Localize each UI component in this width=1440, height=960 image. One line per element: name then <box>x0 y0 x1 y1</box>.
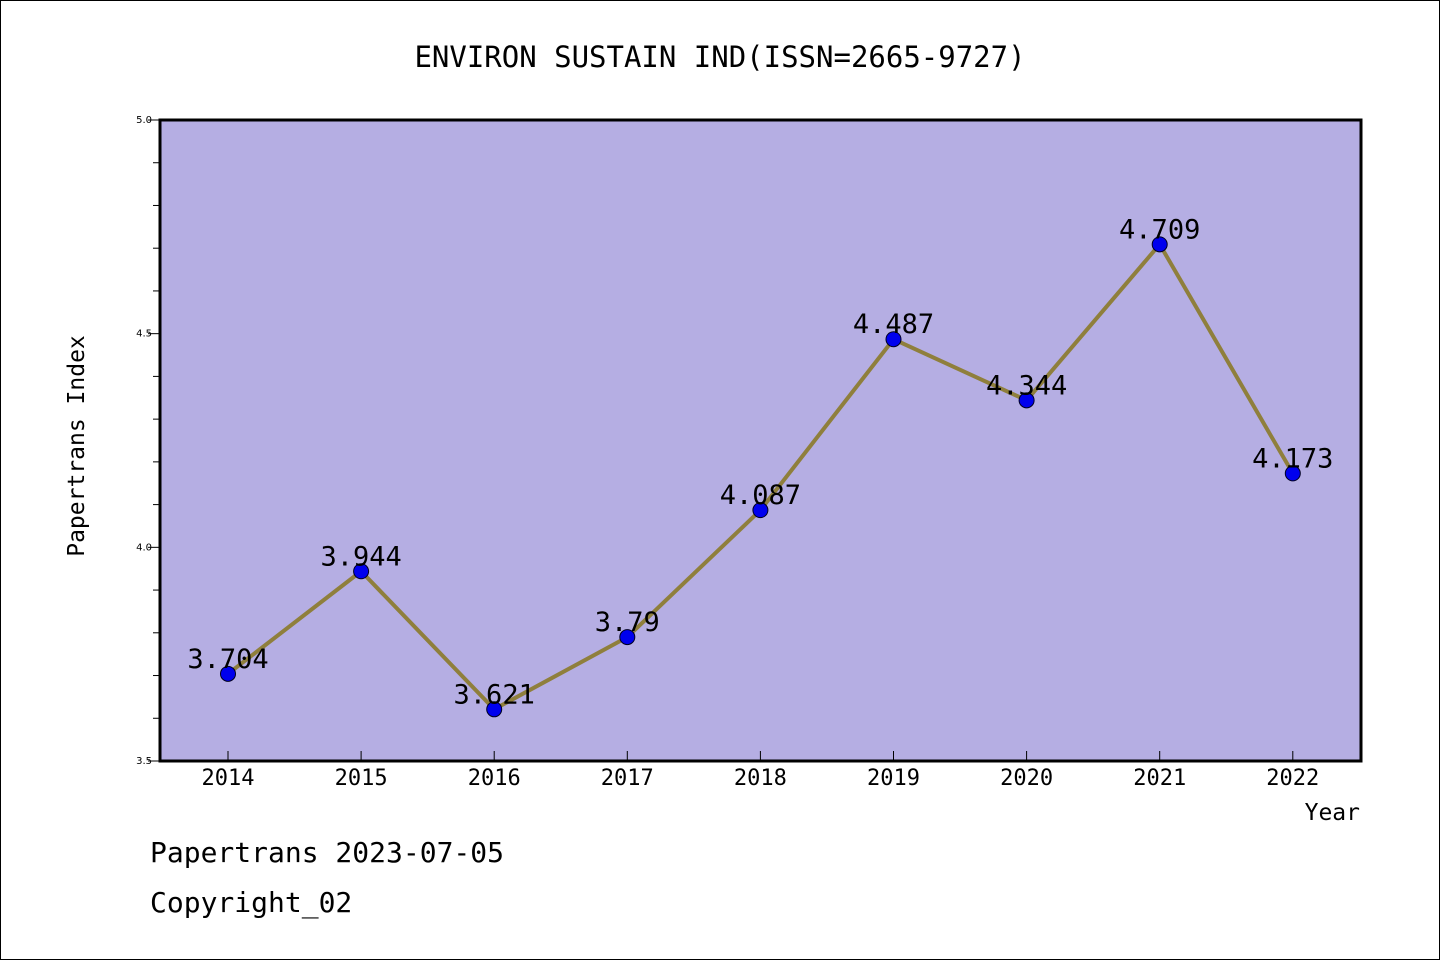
series-line-segment <box>226 569 364 676</box>
data-point <box>1018 392 1035 409</box>
axis-ticks: 3.5 4.0 4.5 5.0 2014 2015 2016 2017 2018 2019 2020… <box>136 115 1319 791</box>
data-point <box>1151 236 1168 253</box>
data-point <box>220 665 236 682</box>
series-line-segment <box>359 569 497 712</box>
data-label: 4.709 <box>1119 214 1200 245</box>
footer-copyright: Copyright_02 <box>150 886 353 919</box>
chart-title: ENVIRON SUSTAIN IND(ISSN=2665-9727) <box>414 40 1025 74</box>
x-tick-label: 2018 <box>734 766 787 791</box>
series-line-segment <box>1024 242 1162 403</box>
series-line-segment <box>758 337 896 513</box>
data-point <box>1284 465 1301 482</box>
data-label: 3.621 <box>454 679 535 710</box>
y-tick-label: 4.0 <box>136 542 152 553</box>
data-label: 3.79 <box>595 607 660 638</box>
data-label: 3.944 <box>320 541 401 572</box>
x-tick-label: 2022 <box>1266 766 1319 791</box>
series-line-segment <box>625 508 763 640</box>
series-line-layer <box>226 242 1295 712</box>
data-point <box>486 701 503 718</box>
x-tick-label: 2015 <box>335 766 388 791</box>
y-tick-label: 5.0 <box>136 115 152 126</box>
x-tick-label: 2019 <box>867 766 920 791</box>
data-label: 4.087 <box>720 480 801 511</box>
series-line-segment <box>891 337 1029 403</box>
data-point <box>752 502 769 519</box>
footer-date: Papertrans 2023-07-05 <box>150 836 505 869</box>
data-label: 4.487 <box>853 309 934 340</box>
x-tick-label: 2014 <box>202 766 255 791</box>
data-label: 4.344 <box>986 370 1067 401</box>
x-tick-label: 2020 <box>1000 766 1053 791</box>
data-point <box>353 563 370 580</box>
x-axis-title: Year <box>1305 800 1360 826</box>
series-line-segment <box>492 635 630 712</box>
plot-border <box>158 118 1363 763</box>
y-axis-title: Papertrans Index <box>64 335 90 557</box>
x-tick-label: 2016 <box>468 766 521 791</box>
data-label: 3.704 <box>187 644 268 675</box>
x-tick-label: 2021 <box>1133 766 1186 791</box>
data-point <box>619 629 636 646</box>
plot-area <box>160 120 1361 761</box>
data-labels: 3.704 3.944 3.621 3.79 4.087 4.487 4.344 4.709 4… <box>187 214 1333 710</box>
data-point <box>885 331 902 348</box>
x-tick-label: 2017 <box>601 766 654 791</box>
series-markers <box>220 236 1301 718</box>
y-tick-label: 3.5 <box>136 756 152 767</box>
y-tick-label: 4.5 <box>136 329 152 340</box>
data-label: 4.173 <box>1252 443 1333 474</box>
series-line-segment <box>1157 242 1295 476</box>
